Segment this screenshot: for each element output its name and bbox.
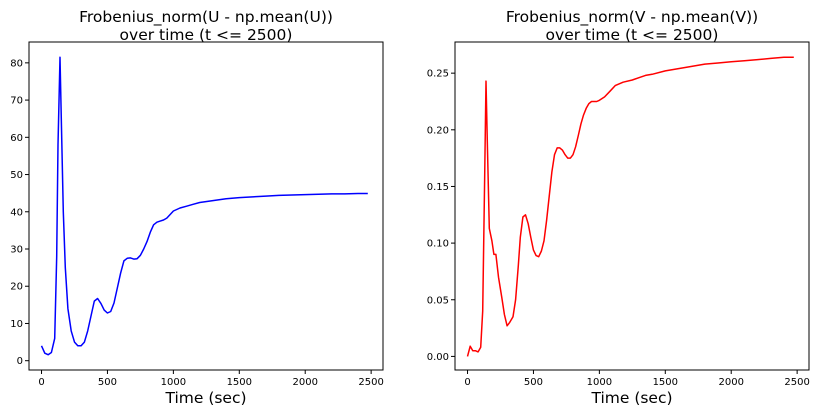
y-tick-label: 30	[10, 245, 23, 256]
y-tick-label: 60	[10, 133, 23, 144]
x-tick-label: 2000	[292, 377, 317, 388]
x-tick-label: 2000	[718, 377, 743, 388]
y-tick-label: 0.20	[427, 125, 449, 136]
chart-title-line-1: Frobenius_norm(U - np.mean(U))	[79, 8, 333, 27]
x-tick-label: 1000	[161, 377, 186, 388]
x-tick-label: 1500	[653, 377, 678, 388]
x-tick-label: 0	[38, 377, 44, 388]
chart-title-line-2: over time (t <= 2500)	[120, 26, 293, 44]
y-tick-label: 0.15	[427, 182, 449, 193]
y-tick-label: 0.05	[427, 295, 449, 306]
x-axis-label: Time (sec)	[590, 389, 672, 407]
chart-panel-1: Frobenius_norm(U - np.mean(U))over time …	[10, 8, 384, 407]
y-tick-label: 0	[17, 356, 23, 367]
x-tick-label: 2500	[358, 377, 383, 388]
x-axis-label: Time (sec)	[164, 389, 246, 407]
y-tick-label: 40	[10, 207, 23, 218]
y-tick-label: 10	[10, 319, 23, 330]
chart-title-line-1: Frobenius_norm(V - np.mean(V))	[506, 8, 758, 27]
x-tick-label: 1500	[227, 377, 252, 388]
plot-frame	[28, 41, 384, 371]
x-tick-label: 0	[464, 377, 470, 388]
y-tick-label: 0.25	[427, 69, 449, 80]
x-tick-label: 500	[524, 377, 543, 388]
series-line-1	[466, 56, 794, 357]
x-tick-label: 2500	[784, 377, 809, 388]
chart-panel-2: Frobenius_norm(V - np.mean(V))over time …	[427, 8, 810, 407]
y-tick-label: 70	[10, 96, 23, 107]
y-tick-label: 50	[10, 170, 23, 181]
chart-title-line-2: over time (t <= 2500)	[546, 26, 719, 44]
series-line-1	[40, 56, 368, 356]
x-tick-label: 500	[98, 377, 117, 388]
plot-frame	[454, 41, 810, 371]
x-tick-label: 1000	[587, 377, 612, 388]
y-tick-label: 80	[10, 58, 23, 69]
y-tick-label: 20	[10, 282, 23, 293]
y-tick-label: 0.00	[427, 352, 449, 363]
y-tick-label: 0.10	[427, 239, 449, 250]
